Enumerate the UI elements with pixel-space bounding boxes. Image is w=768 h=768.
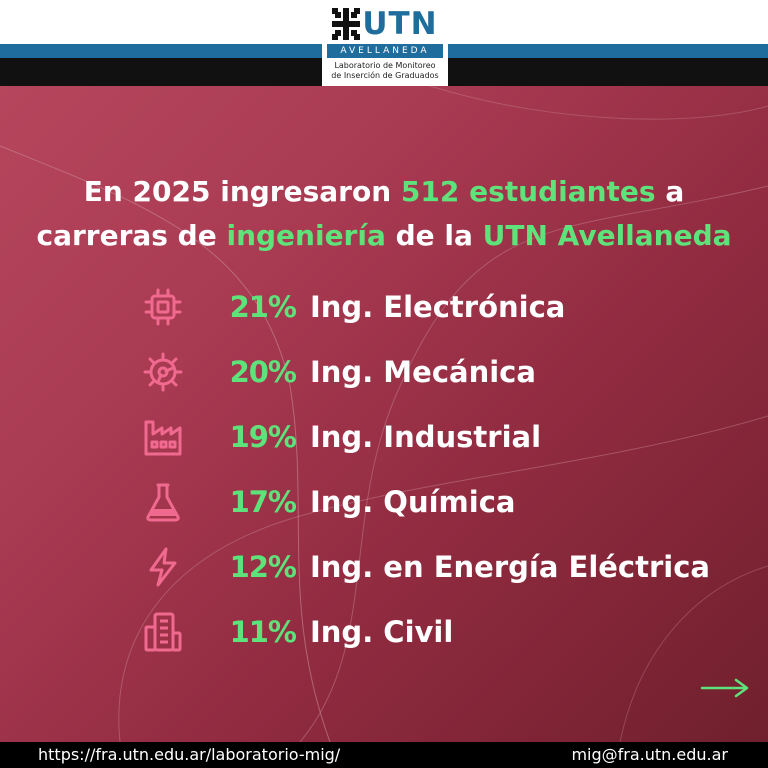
headline-text: de la [385, 219, 483, 252]
lab-name-line-1: Laboratorio de Monitoreo [334, 61, 436, 70]
career-percent: 11% [229, 615, 297, 649]
next-arrow-icon[interactable] [700, 675, 752, 701]
list-item: 20% Ing. Mecánica [138, 347, 536, 397]
footer: https://fra.utn.edu.ar/laboratorio-mig/ … [0, 742, 768, 768]
headline-text: a carreras de [36, 175, 685, 252]
utn-logo: UTN AVELLANEDA Laboratorio de Monitoreo … [322, 0, 448, 86]
headline: En 2025 ingresaron 512 estudiantes a car… [20, 170, 748, 258]
lab-name-line-2: de Inserción de Graduados [331, 71, 439, 80]
logo-text: UTN [362, 6, 438, 42]
flask-icon [138, 477, 188, 527]
career-name: Ing. Civil [310, 615, 454, 649]
list-item: 17% Ing. Química [138, 477, 515, 527]
list-item: 12% Ing. en Energía Eléctrica [138, 542, 710, 592]
headline-text: En 2025 ingresaron [83, 175, 401, 208]
chip-icon [138, 282, 188, 332]
headline-highlight-field: ingeniería [226, 219, 386, 252]
lightning-icon [138, 542, 188, 592]
career-name: Ing. Industrial [310, 420, 542, 454]
gear-icon [138, 347, 188, 397]
career-percent: 19% [229, 420, 297, 454]
decorative-curves [0, 86, 768, 742]
career-percent: 17% [229, 485, 297, 519]
utn-emblem-icon [332, 8, 361, 40]
headline-highlight-count: 512 estudiantes [400, 175, 656, 208]
list-item: 21% Ing. Electrónica [138, 282, 565, 332]
factory-icon [138, 412, 188, 462]
career-percent: 20% [229, 355, 297, 389]
footer-url-link[interactable]: https://fra.utn.edu.ar/laboratorio-mig/ [38, 745, 341, 764]
career-percent: 12% [229, 550, 297, 584]
list-item: 19% Ing. Industrial [138, 412, 541, 462]
career-name: Ing. en Energía Eléctrica [310, 550, 710, 584]
headline-highlight-university: UTN Avellaneda [482, 219, 732, 252]
logo-subtitle: AVELLANEDA [327, 44, 443, 58]
footer-email-link[interactable]: mig@fra.utn.edu.ar [571, 745, 728, 764]
career-name: Ing. Química [310, 485, 516, 519]
career-percent: 21% [229, 290, 297, 324]
list-item: 11% Ing. Civil [138, 607, 453, 657]
career-name: Ing. Electrónica [310, 290, 566, 324]
building-icon [138, 607, 188, 657]
career-name: Ing. Mecánica [310, 355, 536, 389]
